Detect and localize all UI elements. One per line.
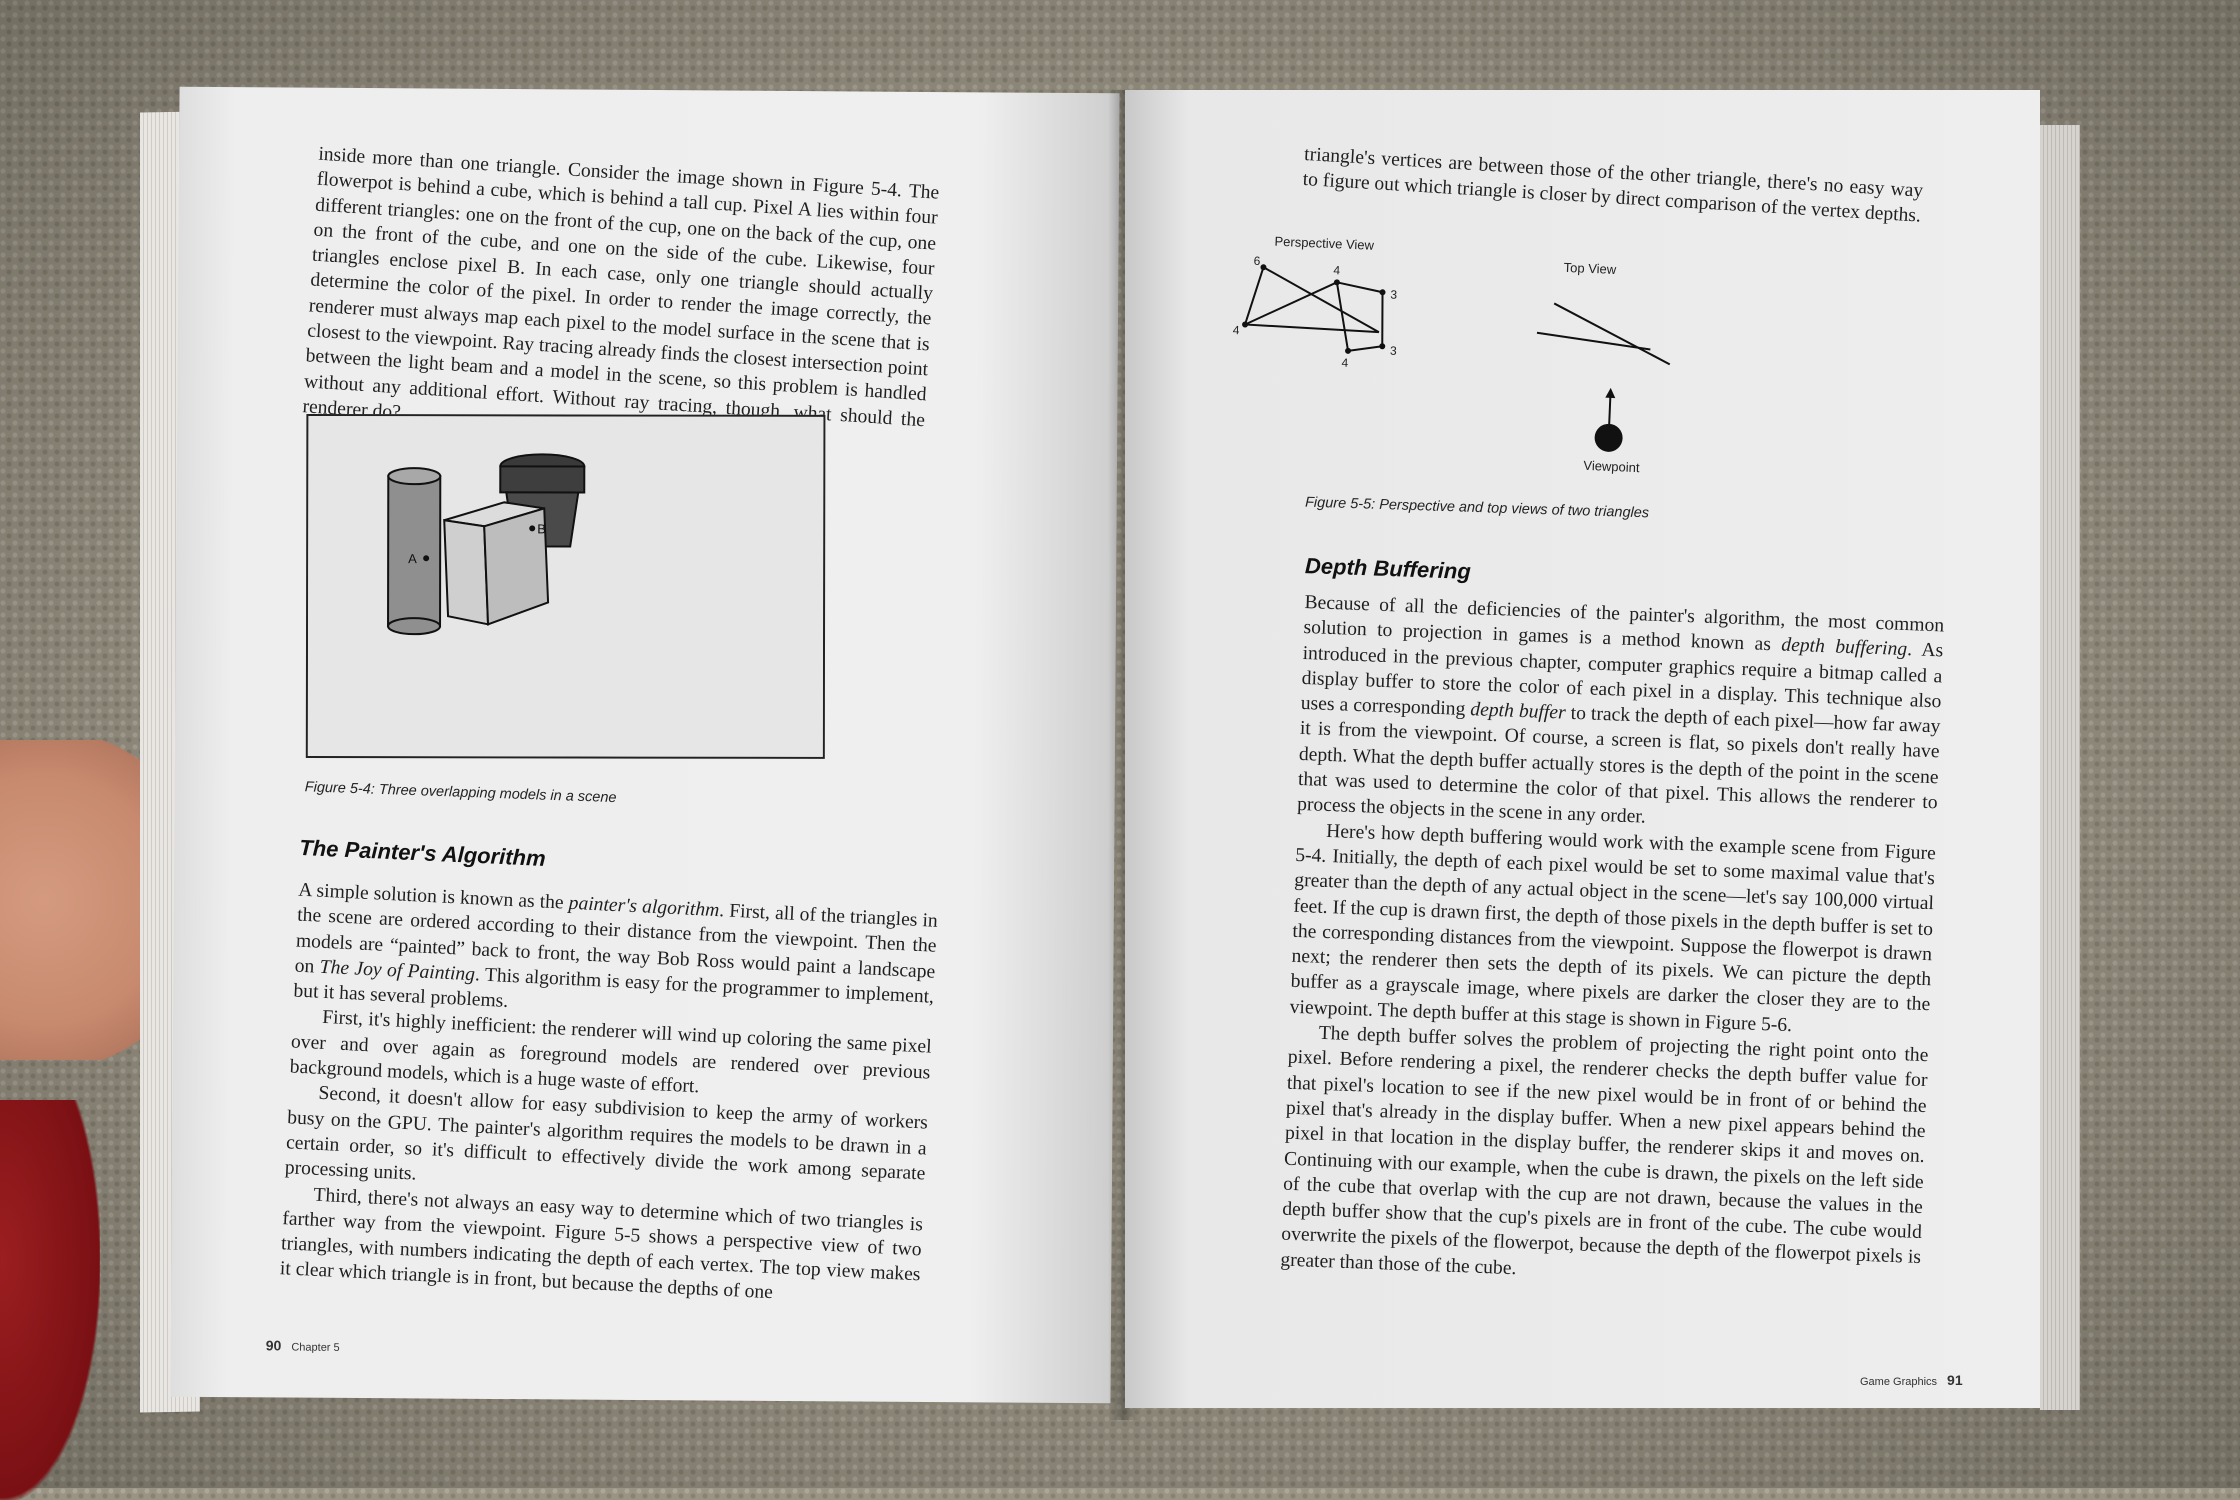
top-view-title: Top View (1563, 260, 1617, 277)
left-body-2: A simple solution is known as the painte… (279, 878, 938, 1314)
left-page: inside more than one triangle. Consider … (170, 86, 1120, 1404)
depth-label: 3 (1390, 288, 1398, 302)
right-paragraph-3: Here's how depth buffering would work wi… (1289, 820, 1937, 1036)
painters-algorithm-heading: The Painter's Algorithm (298, 834, 547, 872)
left-paragraph-1: inside more than one triangle. Consider … (302, 142, 940, 459)
depth-label: 4 (1233, 323, 1241, 337)
page-number-90: 90 (265, 1337, 282, 1354)
section-label: Game Graphics (1860, 1376, 1938, 1388)
depth-label: 3 (1390, 344, 1398, 358)
chapter-label: Chapter 5 (291, 1341, 340, 1354)
right-paragraph-2: Because of all the deficiencies of the p… (1296, 591, 1945, 829)
figure-5-4: A B (305, 413, 826, 759)
page-number-91: 91 (1947, 1372, 1963, 1388)
left-folio: 90 Chapter 5 (266, 1337, 340, 1354)
depth-label: 6 (1253, 254, 1261, 268)
viewpoint-label: Viewpoint (1583, 458, 1640, 475)
right-paragraph-1: triangle's vertices are between those of… (1302, 143, 1924, 227)
figure-5-5-caption: Figure 5-5: Perspective and top views of… (1304, 494, 1650, 522)
depth-buffering-heading: Depth Buffering (1304, 553, 1472, 584)
perspective-top-view-diagram: Perspective View Top View 6 4 3 4 3 4 (1233, 234, 1671, 475)
depth-label: 4 (1341, 356, 1349, 370)
right-body-2: Because of all the deficiencies of the p… (1280, 590, 1945, 1296)
figure-5-5: Perspective View Top View 6 4 3 4 3 4 (1225, 230, 1734, 481)
label-a: A (408, 551, 417, 566)
red-sleeve (0, 1100, 100, 1500)
right-paragraph-1-block: triangle's vertices are between those of… (1302, 142, 1924, 229)
left-text-1: inside more than one triangle. Consider … (301, 143, 940, 431)
figure-5-4-caption: Figure 5-4: Three overlapping models in … (304, 779, 617, 807)
right-paragraph-4: The depth buffer solves the problem of p… (1280, 1022, 1929, 1279)
three-models-illustration: A B (307, 415, 824, 757)
label-b: B (537, 521, 546, 536)
book-page-edges-right (2040, 125, 2080, 1410)
right-folio: Game Graphics 91 (1860, 1372, 1973, 1388)
right-page: triangle's vertices are between those of… (1125, 90, 2040, 1408)
perspective-view-title: Perspective View (1274, 234, 1375, 253)
depth-label: 4 (1333, 263, 1341, 277)
